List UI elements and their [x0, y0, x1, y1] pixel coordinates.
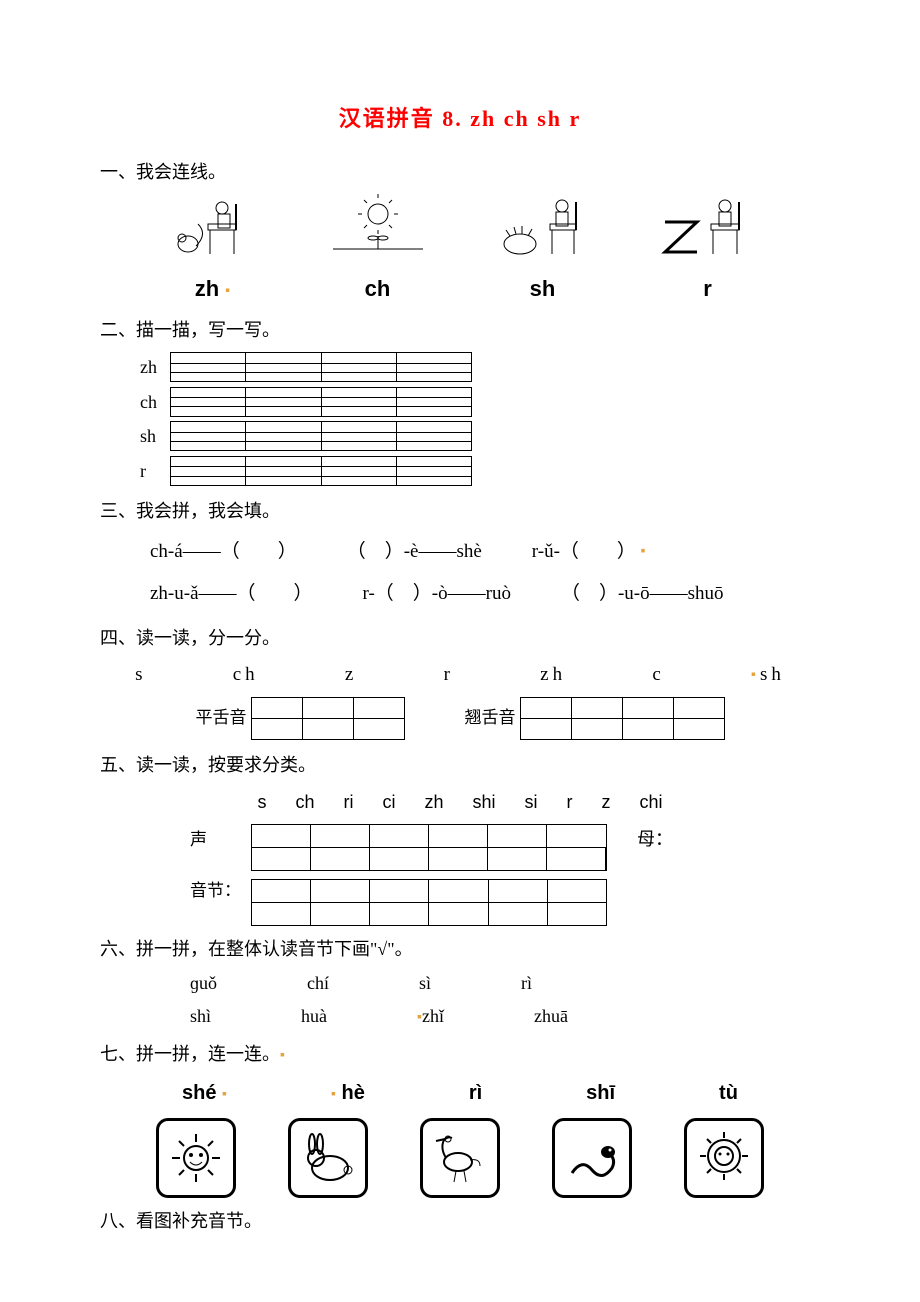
grid-label-sh: sh [140, 421, 170, 452]
crane-icon [430, 1128, 490, 1188]
dot-icon: ▪ [225, 281, 230, 297]
squirrel-chair-icon [158, 194, 268, 264]
q5-yinjie-grid[interactable] [251, 879, 607, 926]
q5-yinjie-label: 音节： [190, 877, 241, 906]
q3-item[interactable]: r-（ ）-ò——ruò [363, 573, 511, 615]
sec1-letters: zh ▪ ch sh r [100, 270, 820, 307]
sec5-letters: s ch ri ci zh shi si r z chi [100, 787, 820, 818]
q7-shi: shī [586, 1076, 615, 1110]
q4-right-grid[interactable] [520, 697, 725, 740]
page-title: 汉语拼音 8. zh ch sh r [100, 100, 820, 137]
q3-item[interactable]: r-ǔ-（ ） ▪ [532, 531, 646, 573]
dot-icon: ▪ [751, 668, 760, 683]
dot-icon: ▪ [641, 544, 646, 559]
sec1-images [100, 194, 820, 264]
sec7-letters: shé ▪ ▪ hè rì shī tù [100, 1076, 820, 1110]
q6-item[interactable]: zhuā [534, 1001, 568, 1032]
sec8-head: 八、看图补充音节。 [100, 1206, 820, 1237]
sec5-head: 五、读一读，按要求分类。 [100, 750, 820, 781]
q6-item[interactable]: huà [301, 1001, 327, 1032]
fourline-grid[interactable] [170, 421, 472, 451]
img-z-chair [653, 194, 763, 264]
img-squirrel-chair [158, 194, 268, 264]
q6-item[interactable]: ɡuǒ [190, 968, 217, 999]
q7-she: shé ▪ [182, 1076, 227, 1110]
q5-sheng-grid[interactable] [251, 824, 607, 871]
fourline-grid[interactable] [170, 352, 472, 382]
sec7-head: 七、拼一拼，连一连。▪ [100, 1039, 820, 1070]
sun-icon [166, 1128, 226, 1188]
q7-he: ▪ hè [331, 1076, 365, 1110]
sec6-body: ɡuǒ chí sì rì shì huà ▪zhǐ zhuā [100, 968, 820, 1031]
q3-item[interactable]: ch-á——（ ） [150, 531, 297, 573]
z-chair-icon [653, 194, 763, 264]
sec3-body: ch-á——（ ） （ ）-è——shè r-ǔ-（ ） ▪ zh-u-ǎ——（… [100, 531, 820, 615]
snake-icon [562, 1128, 622, 1188]
q3-item[interactable]: （ ）-u-ō——shuō [561, 573, 724, 615]
q6-item[interactable]: chí [307, 968, 329, 999]
q5-sheng-label: 声 [190, 826, 241, 855]
q4-left-grid[interactable] [251, 697, 405, 740]
dot-icon: ▪ [331, 1085, 336, 1101]
sec7-images [100, 1118, 820, 1198]
boy-hedgehog-icon [488, 194, 598, 264]
grid-label-ch: ch [140, 387, 170, 418]
dot-icon: ▪ [222, 1085, 227, 1101]
q6-item[interactable]: ▪zhǐ [417, 1001, 444, 1032]
img-snake [552, 1118, 632, 1198]
img-boy-hedgehog [488, 194, 598, 264]
sec3-head: 三、我会拼，我会填。 [100, 496, 820, 527]
q6-item[interactable]: shì [190, 1001, 211, 1032]
fourline-grid[interactable] [170, 387, 472, 417]
q3-item[interactable]: zh-u-ǎ——（ ） [150, 573, 313, 615]
grid-label-zh: zh [140, 352, 170, 383]
sun-sprout-icon [323, 194, 433, 264]
lion-icon [694, 1128, 754, 1188]
letter-zh: zh ▪ [158, 270, 268, 307]
fourline-grid[interactable] [170, 456, 472, 486]
sec2-grids: zh ch sh r [140, 350, 820, 488]
grid-label-r: r [140, 456, 170, 487]
img-crane [420, 1118, 500, 1198]
q6-item[interactable]: rì [521, 968, 532, 999]
q7-tu: tù [719, 1076, 738, 1110]
q4-left-label: 平舌音 [196, 704, 247, 733]
q4-right-label: 翘舌音 [465, 704, 516, 733]
letter-ch: ch [323, 270, 433, 307]
sec4-head: 四、读一读，分一分。 [100, 623, 820, 654]
q3-item[interactable]: （ ）-è——shè [347, 531, 482, 573]
q6-item[interactable]: sì [419, 968, 431, 999]
img-sun [156, 1118, 236, 1198]
sec6-head: 六、拼一拼，在整体认读音节下画"√"。 [100, 934, 820, 965]
img-lion [684, 1118, 764, 1198]
q5-mu-label: 母： [637, 824, 673, 855]
rabbit-icon [298, 1128, 358, 1188]
dot-icon: ▪ [280, 1048, 285, 1063]
q7-ri: rì [469, 1076, 482, 1110]
letter-sh: sh [488, 270, 598, 307]
img-rabbit [288, 1118, 368, 1198]
sec2-head: 二、描一描，写一写。 [100, 315, 820, 346]
img-sun-sprout [323, 194, 433, 264]
sec4-letters: s ch z r zh c ▪sh [100, 659, 820, 691]
letter-r: r [653, 270, 763, 307]
sec1-head: 一、我会连线。 [100, 157, 820, 188]
